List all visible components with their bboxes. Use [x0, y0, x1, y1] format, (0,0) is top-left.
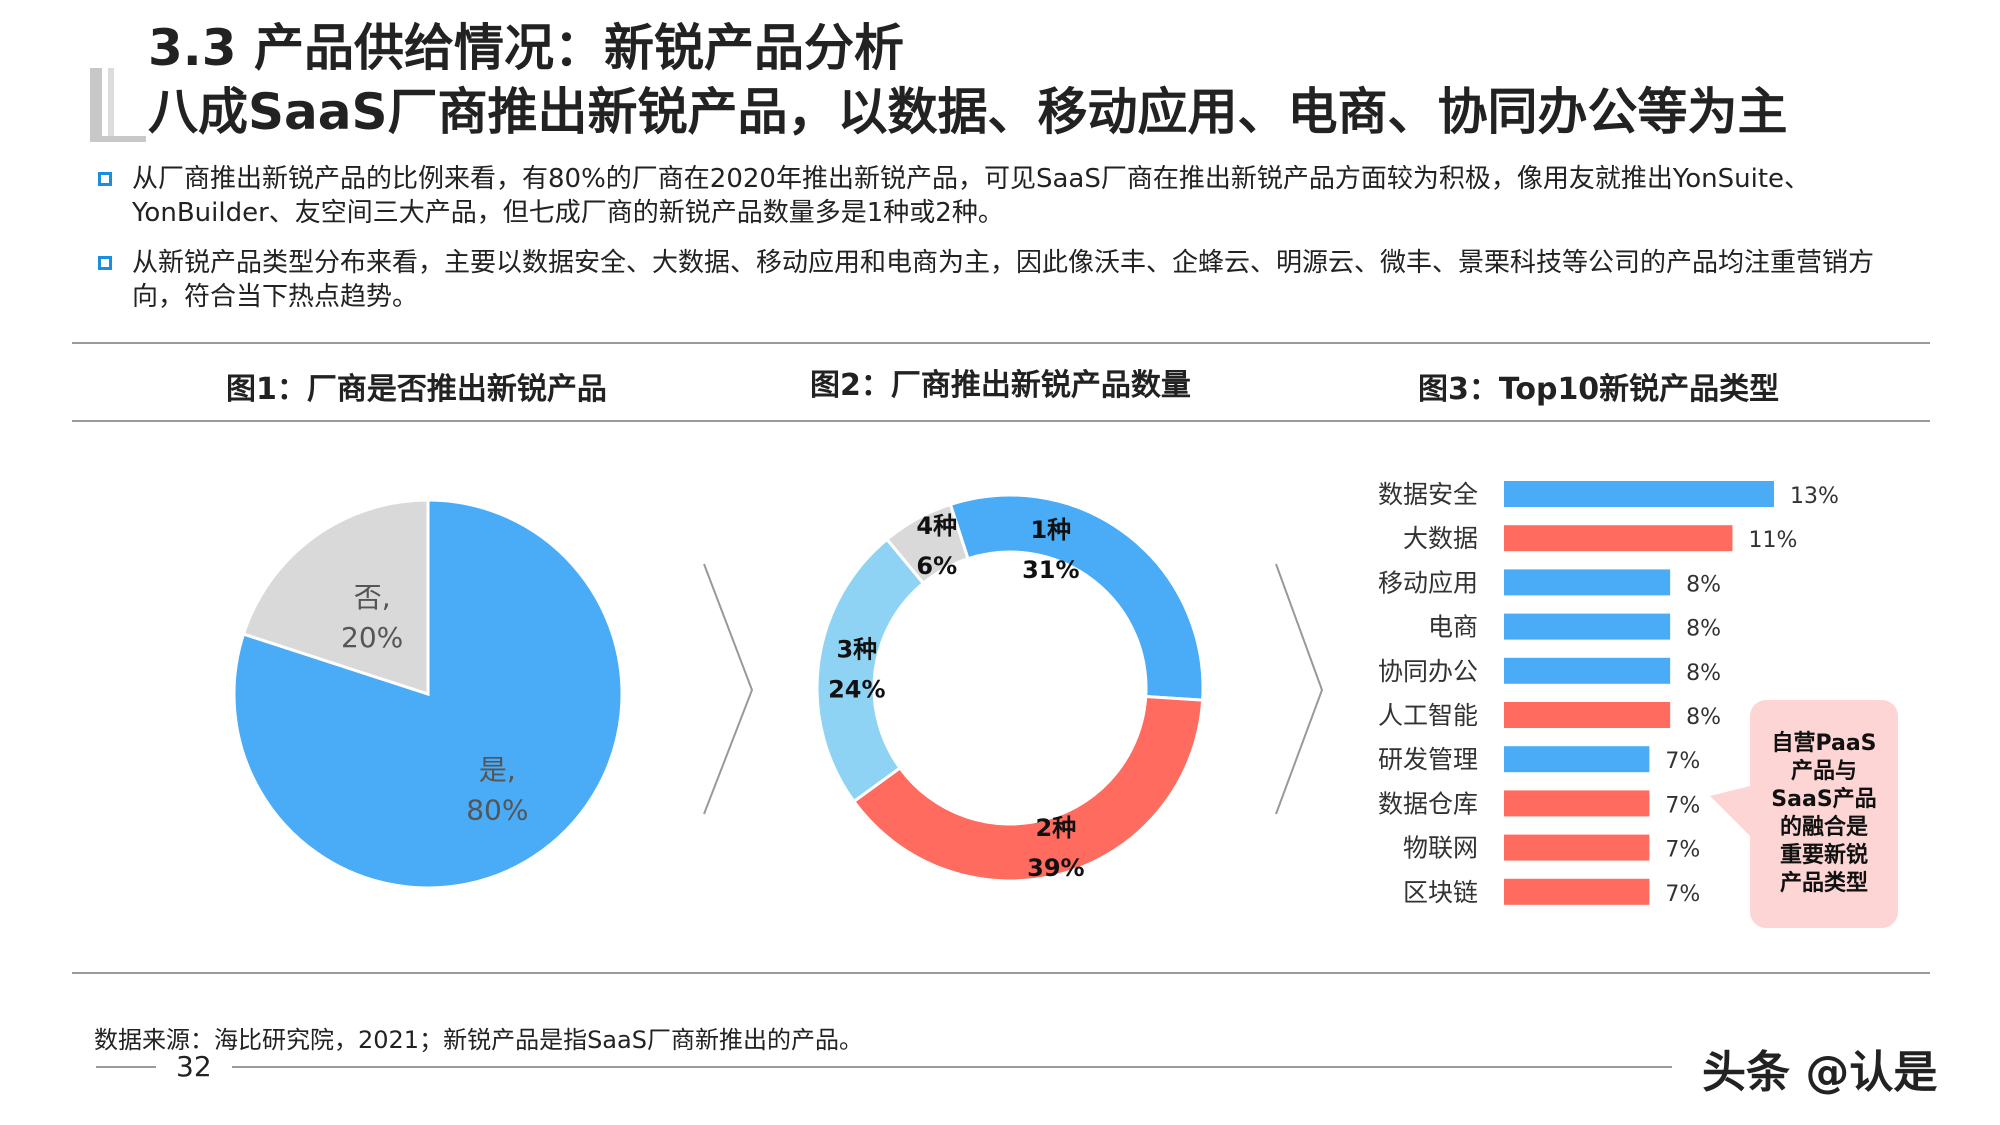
- page-number: 32: [176, 1050, 212, 1083]
- bar-category-label-4: 协同办公: [1378, 657, 1478, 686]
- donut-chart: [815, 493, 1205, 883]
- bar-4: [1504, 657, 1671, 684]
- bar-value-label-5: 8%: [1686, 705, 1721, 730]
- donut-slice-1: [851, 694, 1205, 883]
- source-note: 数据来源：海比研究院，2021；新锐产品是指SaaS厂商新推出的产品。: [94, 1026, 863, 1054]
- bar-category-label-1: 大数据: [1403, 524, 1478, 553]
- arrow-chevron-2: [1275, 563, 1324, 815]
- bar-6: [1504, 746, 1650, 773]
- bar-value-label-8: 7%: [1665, 838, 1700, 863]
- donut-slice-2: [815, 537, 926, 804]
- bar-3: [1504, 613, 1671, 640]
- pie1-slice-name-1: 否,: [354, 581, 391, 614]
- bar-value-label-0: 13%: [1790, 484, 1839, 509]
- title-decoration: [108, 68, 114, 140]
- bar-category-label-6: 研发管理: [1378, 745, 1478, 774]
- pie-chart-1-labels: 是, 80% 否, 20%: [341, 581, 528, 826]
- pie1-slice-label-1: 20%: [341, 621, 403, 654]
- footer-line: [232, 1066, 1672, 1068]
- page-title: 3.3 产品供给情况：新锐产品分析: [148, 19, 904, 77]
- donut-slice-label-2: 24%: [828, 675, 885, 703]
- pie1-slice-1: [241, 498, 430, 697]
- bar-value-label-9: 7%: [1665, 882, 1700, 907]
- bar-value-label-7: 7%: [1665, 793, 1700, 818]
- figure2-title: 图2：厂商推出新锐产品数量: [810, 368, 1191, 403]
- bar-9: [1504, 878, 1650, 905]
- bar-5: [1504, 702, 1671, 728]
- arrow-chevron-1: [703, 563, 754, 815]
- page-subtitle: 八成SaaS厂商推出新锐产品，以数据、移动应用、电商、协同办公等为主: [148, 83, 1788, 141]
- bar-value-label-4: 8%: [1686, 661, 1721, 686]
- pie-chart-1: [232, 498, 624, 890]
- donut-slice-name-1: 2种: [1036, 814, 1077, 842]
- donut-slice-3: [884, 502, 970, 586]
- figure3-title: 图3：Top10新锐产品类型: [1418, 372, 1780, 407]
- bar-category-label-9: 区块链: [1403, 878, 1478, 907]
- callout-bubble: [1710, 700, 1898, 928]
- divider: [72, 972, 1930, 974]
- figure1-title: 图1：厂商是否推出新锐产品: [226, 372, 607, 407]
- divider: [72, 420, 1930, 422]
- bullet-icon: [98, 256, 112, 270]
- bar-category-label-7: 数据仓库: [1378, 789, 1478, 818]
- footer-line: [96, 1066, 156, 1068]
- bar-1: [1504, 525, 1733, 552]
- bullet-icon: [98, 172, 112, 186]
- donut-slice-label-1: 39%: [1027, 854, 1084, 882]
- donut-slice-name-0: 1种: [1030, 516, 1071, 544]
- bar-category-label-2: 移动应用: [1378, 568, 1478, 597]
- bar-0: [1504, 481, 1774, 507]
- pie1-slice-label-0: 80%: [466, 793, 528, 826]
- bar-value-label-1: 11%: [1748, 528, 1797, 553]
- title-decoration: [90, 136, 146, 142]
- donut-slice-0: [948, 493, 1205, 702]
- bar-2: [1504, 569, 1671, 596]
- donut-slice-label-0: 31%: [1022, 556, 1079, 584]
- bar-value-label-2: 8%: [1686, 572, 1721, 597]
- donut-slice-name-3: 4种: [916, 512, 957, 540]
- bar-value-label-6: 7%: [1665, 749, 1700, 774]
- bar-category-label-8: 物联网: [1403, 834, 1478, 863]
- donut-chart-labels: 1种 31% 2种 39% 3种 24% 4种 6%: [828, 512, 1085, 882]
- bullet-text-1: 从厂商推出新锐产品的比例来看，有80%的厂商在2020年推出新锐产品，可见Saa…: [132, 164, 1811, 228]
- title-decoration: [90, 68, 102, 140]
- bar-category-label-5: 人工智能: [1378, 701, 1478, 730]
- watermark-text: 头条 @认是: [1702, 1047, 1938, 1098]
- bar-category-label-3: 电商: [1428, 613, 1478, 642]
- bullet-text-2: 从新锐产品类型分布来看，主要以数据安全、大数据、移动应用和电商为主，因此像沃丰、…: [132, 248, 1875, 312]
- pie1-slice-name-0: 是,: [479, 753, 516, 786]
- bar-7: [1504, 790, 1650, 817]
- callout-text: 自营PaaS 产品与 SaaS产品的融合是重要新锐产品类型: [1771, 730, 1876, 896]
- donut-slice-name-2: 3种: [836, 635, 877, 663]
- donut-slice-label-3: 6%: [916, 552, 957, 580]
- bar-value-label-3: 8%: [1686, 617, 1721, 642]
- bar-chart: 数据安全 13% 大数据 11% 移动应用 8% 电商 8% 协同办公 8% 人工智能 8% 研发管理 7…: [1378, 480, 1839, 907]
- bar-category-label-0: 数据安全: [1378, 480, 1478, 509]
- bar-8: [1504, 834, 1650, 861]
- divider: [72, 342, 1930, 344]
